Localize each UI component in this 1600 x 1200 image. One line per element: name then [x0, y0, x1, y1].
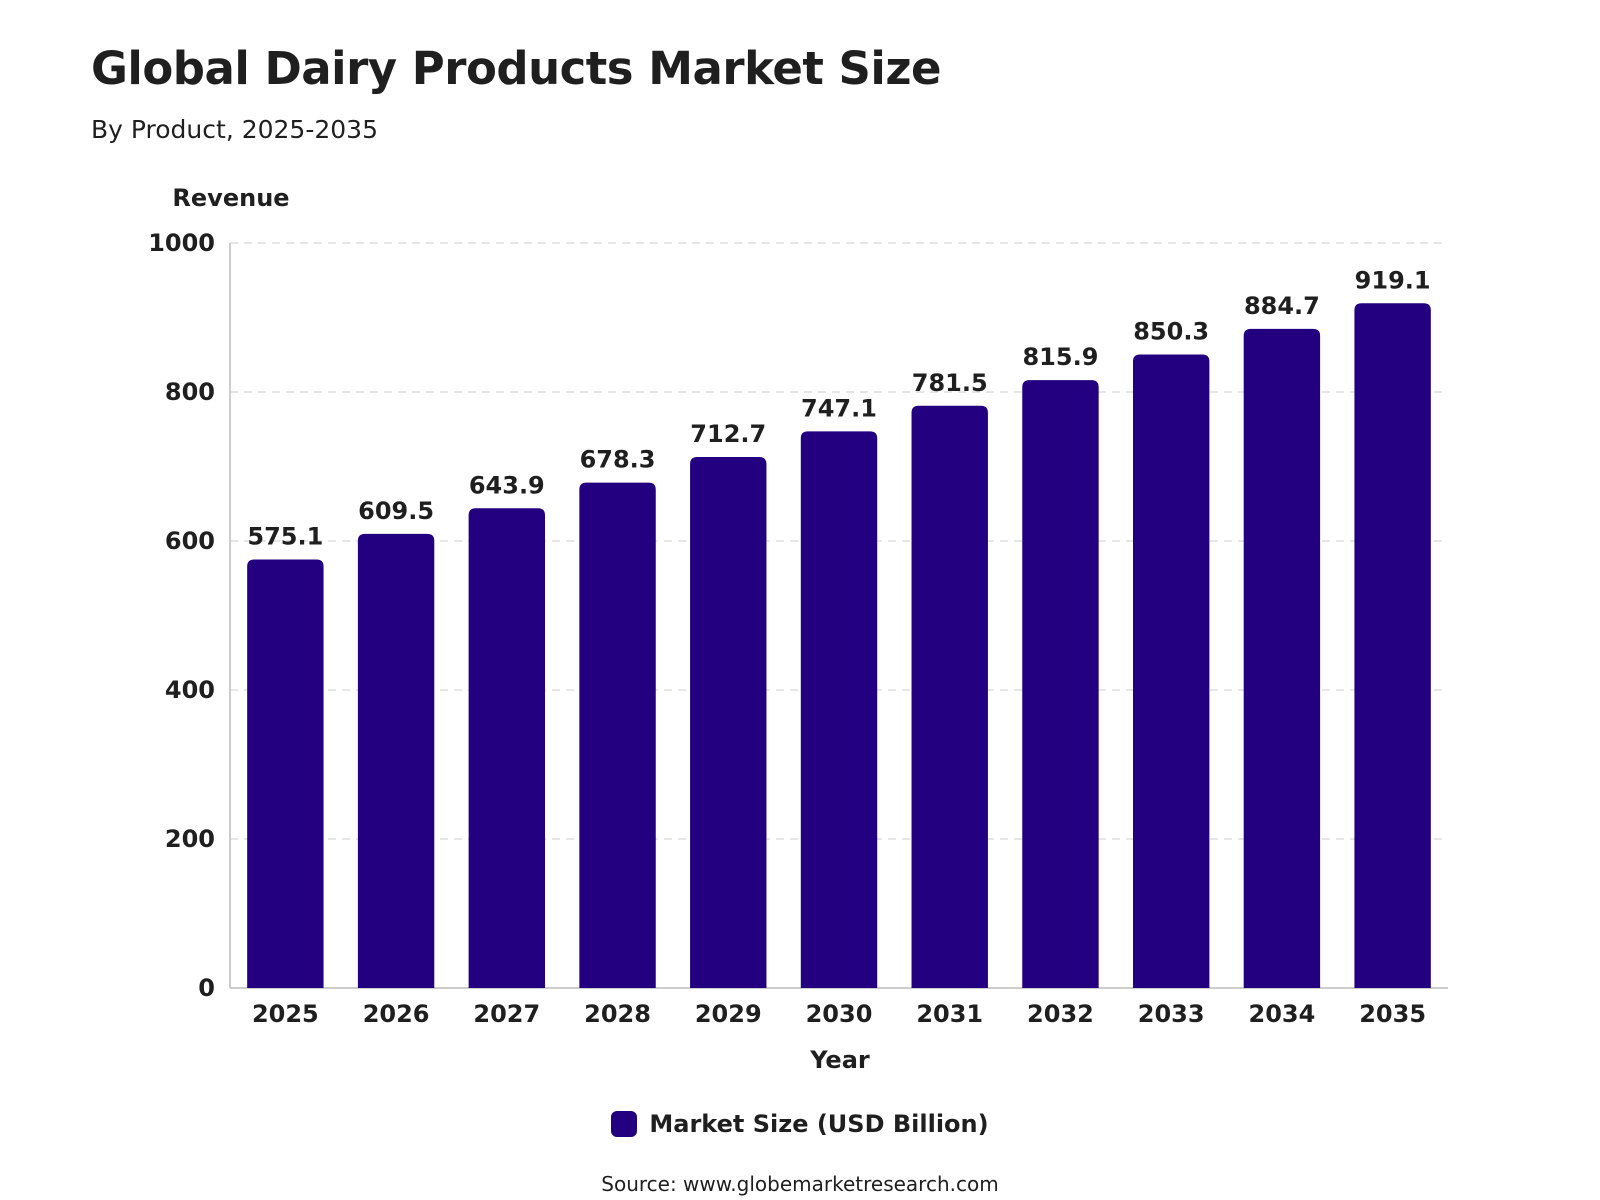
- y-tick-label: 1000: [148, 229, 215, 257]
- bar-2028: [579, 482, 656, 988]
- y-tick-label: 200: [165, 825, 215, 853]
- data-label-2029: 712.7: [690, 420, 766, 448]
- legend-swatch: [611, 1111, 638, 1137]
- legend: Market Size (USD Billion): [0, 1110, 1600, 1138]
- bar-2027: [468, 508, 546, 988]
- bar-2034: [1243, 328, 1321, 988]
- bar-2029: [690, 457, 767, 988]
- data-label-2028: 678.3: [580, 446, 656, 474]
- x-tick-label-2033: 2033: [1138, 1000, 1205, 1028]
- x-tick-label-2031: 2031: [916, 1000, 983, 1028]
- y-tick-label: 800: [165, 378, 215, 406]
- chart-title: Global Dairy Products Market Size: [91, 42, 942, 95]
- data-label-2033: 850.3: [1133, 318, 1209, 346]
- data-label-2032: 815.9: [1022, 343, 1098, 371]
- source-note: Source: www.globemarketresearch.com: [601, 1172, 999, 1196]
- bar-2030: [800, 431, 878, 988]
- x-tick-label-2030: 2030: [806, 1000, 873, 1028]
- chart-subtitle: By Product, 2025-2035: [91, 115, 378, 144]
- x-tick-label-2034: 2034: [1249, 1000, 1316, 1028]
- y-tick-label: 400: [165, 676, 215, 704]
- bar-2026: [357, 533, 435, 988]
- x-tick-label-2025: 2025: [252, 1000, 319, 1028]
- bar-2031: [911, 405, 988, 989]
- data-label-2026: 609.5: [358, 497, 434, 525]
- x-axis-label: Year: [809, 1046, 870, 1074]
- bar-2035: [1354, 303, 1431, 988]
- bar-2033: [1132, 354, 1210, 988]
- x-tick-label-2027: 2027: [473, 1000, 540, 1028]
- y-tick-label: 0: [198, 974, 215, 1002]
- legend-label: Market Size (USD Billion): [649, 1110, 989, 1138]
- data-label-2034: 884.7: [1244, 292, 1320, 320]
- x-tick-label-2032: 2032: [1027, 1000, 1094, 1028]
- data-label-2027: 643.9: [469, 471, 545, 499]
- bar-2025: [247, 559, 324, 988]
- bar-2032: [1022, 380, 1099, 988]
- data-label-2030: 747.1: [801, 394, 877, 422]
- data-label-2025: 575.1: [247, 523, 323, 551]
- y-axis-label: Revenue: [172, 184, 289, 212]
- y-tick-label: 600: [165, 527, 215, 555]
- data-label-2035: 919.1: [1355, 266, 1431, 294]
- x-tick-label-2035: 2035: [1359, 1000, 1426, 1028]
- x-tick-label-2029: 2029: [695, 1000, 762, 1028]
- bars: [247, 303, 1431, 989]
- data-labels: 575.1 609.5 643.9 678.3 712.7 747.1 781.5 815.9…: [247, 266, 1430, 550]
- data-label-2031: 781.5: [912, 369, 988, 397]
- x-tick-label-2026: 2026: [363, 1000, 430, 1028]
- x-tick-label-2028: 2028: [584, 1000, 651, 1028]
